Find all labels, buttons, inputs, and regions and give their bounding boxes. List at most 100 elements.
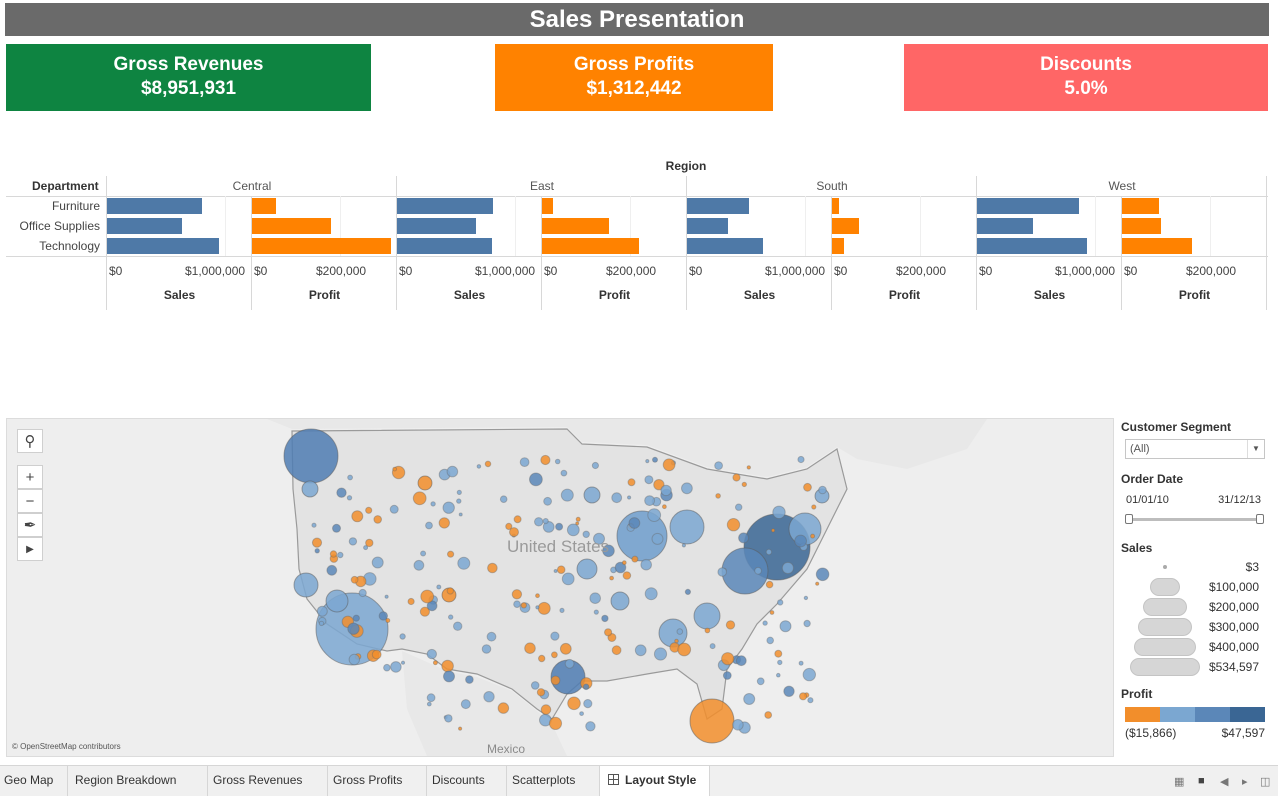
date-slider-track[interactable] (1127, 518, 1261, 521)
region-breakdown-chart[interactable]: Region Department Furniture Office Suppli… (0, 150, 1278, 320)
sales-bubble[interactable] (681, 482, 693, 495)
sales-bubble[interactable] (803, 595, 809, 601)
sales-bubble[interactable] (704, 627, 711, 634)
sales-bubble[interactable] (764, 711, 773, 719)
sales-bubble[interactable] (559, 642, 572, 655)
sales-bubble[interactable] (640, 558, 653, 571)
sales-bubble[interactable] (644, 587, 658, 601)
sales-bubble[interactable] (420, 550, 427, 557)
sales-bubble[interactable] (627, 478, 636, 487)
sales-bubble[interactable] (283, 428, 339, 484)
sales-bubble[interactable] (537, 601, 551, 615)
sales-bubble[interactable] (530, 681, 540, 690)
sales-bubble[interactable] (350, 575, 359, 584)
presentation-mode-icon[interactable]: ◫ (1260, 776, 1271, 788)
sales-bubble[interactable] (441, 659, 454, 673)
sales-bubble[interactable] (438, 517, 450, 529)
sales-bubble[interactable] (669, 509, 705, 545)
sales-bubble[interactable] (743, 693, 756, 705)
sales-bubble[interactable] (561, 572, 575, 586)
sales-bubble[interactable] (765, 548, 773, 556)
sales-bubble[interactable] (781, 561, 795, 575)
sales-bubble[interactable] (554, 458, 561, 465)
sales-bubble[interactable] (447, 550, 455, 558)
sales-bubble[interactable] (536, 688, 546, 697)
sales-bubble[interactable] (426, 600, 438, 612)
sales-bubble[interactable] (420, 589, 435, 604)
sales-bubble[interactable] (553, 569, 558, 573)
sales-bubble[interactable] (329, 550, 338, 558)
sales-bubble[interactable] (336, 487, 347, 498)
sales-bubble[interactable] (378, 611, 388, 621)
map-canvas[interactable] (7, 419, 1113, 756)
sales-bubble[interactable] (399, 633, 406, 640)
sales-bubble[interactable] (726, 518, 741, 532)
sales-bubble[interactable] (550, 631, 560, 641)
sales-bubble[interactable] (555, 522, 564, 531)
sales-bubble[interactable] (585, 721, 596, 732)
sales-bubble[interactable] (746, 465, 751, 470)
tab-scatterplots[interactable]: Scatterplots (507, 766, 600, 796)
sales-bubble[interactable] (358, 588, 367, 598)
sales-bubble[interactable] (783, 685, 795, 697)
sales-bubble[interactable] (371, 556, 384, 569)
sales-bubble[interactable] (535, 593, 540, 599)
sales-bubble[interactable] (684, 588, 692, 595)
sales-bubble[interactable] (777, 659, 783, 666)
sales-bubble[interactable] (676, 628, 684, 635)
sales-bubble[interactable] (721, 652, 735, 666)
sales-bubble[interactable] (540, 704, 552, 715)
sales-bubble[interactable] (419, 606, 430, 617)
sales-bubble[interactable] (604, 628, 613, 637)
sales-bubble[interactable] (607, 633, 617, 642)
sales-bubble[interactable] (621, 560, 627, 566)
sales-bubble[interactable] (738, 532, 750, 544)
sales-bubble[interactable] (566, 523, 580, 537)
sales-bubble[interactable] (777, 599, 784, 606)
sales-bubble[interactable] (818, 485, 827, 495)
sales-bubble[interactable] (579, 711, 584, 717)
sales-bubble[interactable] (652, 456, 658, 463)
sales-bubble[interactable] (567, 696, 581, 711)
sales-bubble[interactable] (446, 587, 454, 595)
sales-bubble[interactable] (540, 454, 551, 466)
sales-bubble[interactable] (575, 516, 581, 522)
sales-bubble[interactable] (413, 559, 425, 571)
sales-bubble[interactable] (660, 484, 672, 497)
sales-bubble[interactable] (609, 575, 614, 581)
sales-bubble[interactable] (776, 672, 781, 678)
sales-bubble[interactable] (725, 620, 736, 630)
sales-bubble[interactable] (575, 521, 580, 526)
grid-view-icon[interactable]: ▦ (1174, 776, 1185, 788)
sales-bubble[interactable] (647, 508, 662, 522)
sales-bubble[interactable] (458, 726, 463, 731)
sales-bubble[interactable] (735, 503, 743, 511)
sales-bubble[interactable] (426, 693, 436, 703)
sales-bubble[interactable] (765, 580, 774, 589)
sales-bubble[interactable] (412, 491, 427, 506)
sales-bubble[interactable] (301, 480, 319, 498)
sales-bubble[interactable] (542, 521, 555, 533)
sales-bubble[interactable] (509, 527, 519, 538)
tab-gross-profits[interactable]: Gross Profits (328, 766, 427, 796)
sales-bubble[interactable] (779, 620, 792, 633)
sales-bubble[interactable] (314, 548, 320, 554)
sales-bubble[interactable] (550, 675, 561, 686)
sales-bubble[interactable] (534, 517, 544, 527)
sales-bubble[interactable] (799, 692, 808, 701)
sales-bubble[interactable] (815, 581, 820, 586)
sales-bubble[interactable] (548, 716, 563, 730)
sales-bubble[interactable] (741, 481, 747, 488)
sales-bubble[interactable] (645, 459, 650, 464)
sales-bubble[interactable] (465, 675, 474, 684)
kpi-gross-profits[interactable]: Gross Profits $1,312,442 (495, 44, 773, 111)
sales-bubble[interactable] (453, 621, 463, 631)
sales-bubble[interactable] (487, 562, 498, 574)
sales-bubble[interactable] (520, 602, 527, 609)
sales-bubble[interactable] (802, 667, 816, 682)
sales-bubble[interactable] (425, 521, 433, 530)
sales-bubble[interactable] (810, 533, 816, 539)
date-slider-start-handle[interactable] (1125, 514, 1133, 524)
sales-bubble[interactable] (481, 644, 492, 654)
sales-bubble[interactable] (551, 651, 558, 659)
